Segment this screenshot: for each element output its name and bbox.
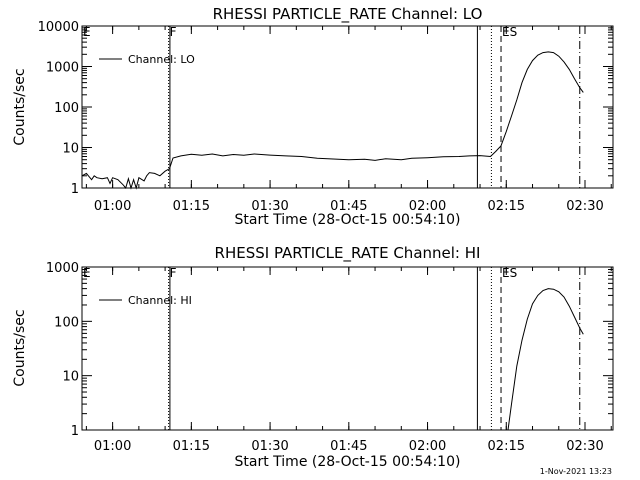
y-tick-label: 1: [71, 424, 79, 439]
event-marker-label: E: [83, 266, 91, 280]
x-tick-label: 02:30: [566, 199, 603, 214]
x-tick-label: 02:00: [409, 199, 446, 214]
panel-lo: RHESSI PARTICLE_RATE Channel: LO 1 10 100 10…: [12, 5, 614, 228]
footer-timestamp: 1-Nov-2021 13:23: [540, 467, 612, 476]
x-tick-label: 01:45: [330, 199, 367, 214]
x-tick-label: 01:15: [173, 439, 210, 454]
series-line: [507, 288, 584, 431]
y-tick-label: 1: [71, 182, 79, 197]
y-axis-label: Counts/sec: [12, 309, 28, 386]
x-axis-label: Start Time (28-Oct-15 00:54:10): [235, 454, 461, 470]
x-tick-label: 02:30: [566, 439, 603, 454]
event-marker-label: ES: [502, 25, 517, 39]
x-tick-label: 01:30: [251, 439, 288, 454]
y-tick-label: 1000: [46, 261, 79, 276]
x-tick-label: 02:15: [488, 199, 525, 214]
chart-title: RHESSI PARTICLE_RATE Channel: HI: [215, 244, 481, 263]
y-tick-label: 10: [62, 370, 79, 385]
x-tick-label: 01:00: [94, 199, 131, 214]
event-marker-label: E: [83, 25, 91, 39]
y-tick-label: 10000: [38, 20, 79, 35]
x-axis-label: Start Time (28-Oct-15 00:54:10): [235, 212, 461, 228]
y-tick-label: 10: [62, 142, 79, 157]
x-tick-label: 01:45: [330, 439, 367, 454]
y-tick-label: 100: [54, 101, 79, 116]
event-marker-label: F: [170, 266, 177, 280]
x-tick-label: 02:15: [488, 439, 525, 454]
legend-label: Channel: LO: [128, 53, 195, 66]
event-marker-label: F: [170, 25, 177, 39]
panel-hi: RHESSI PARTICLE_RATE Channel: HI 1 10 100 10…: [12, 244, 614, 470]
event-marker-label: ES: [502, 266, 517, 280]
y-tick-label: 100: [54, 315, 79, 330]
y-axis-label: Counts/sec: [12, 68, 28, 145]
y-tick-label: 1000: [46, 61, 79, 76]
x-tick-label: 01:00: [94, 439, 131, 454]
x-tick-label: 01:15: [173, 199, 210, 214]
x-tick-label: 02:00: [409, 439, 446, 454]
chart-title: RHESSI PARTICLE_RATE Channel: LO: [213, 5, 483, 24]
series-line: [81, 51, 584, 190]
x-tick-label: 01:30: [251, 199, 288, 214]
legend-label: Channel: HI: [128, 294, 192, 307]
